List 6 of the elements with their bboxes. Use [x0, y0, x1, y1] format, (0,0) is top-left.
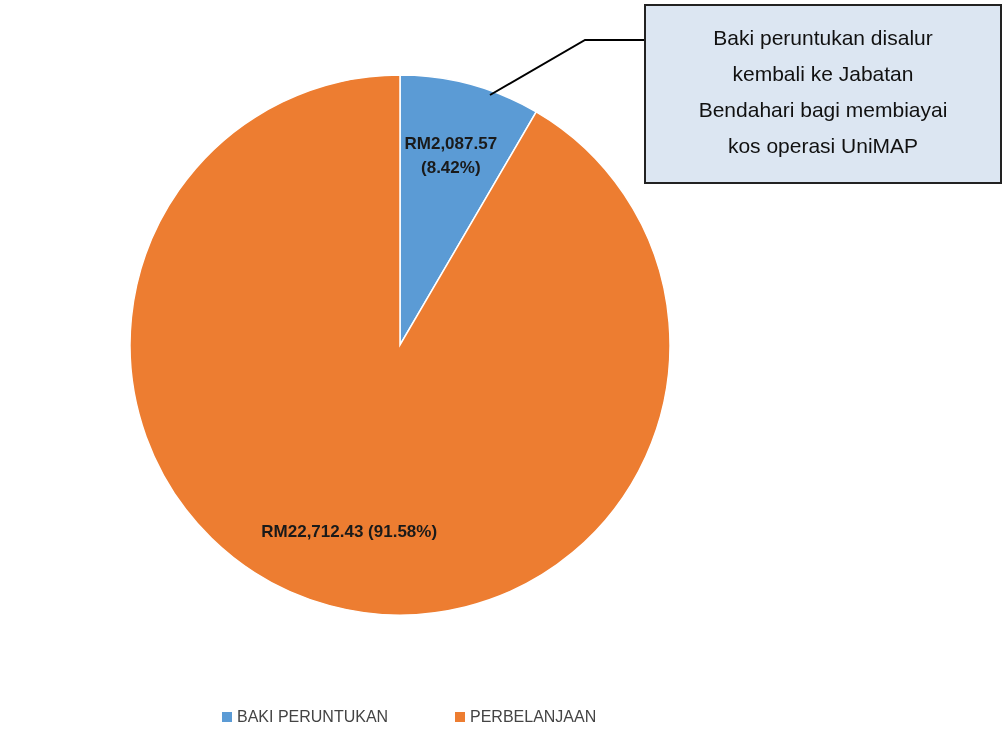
data-label: RM2,087.57 (8.42%) [404, 134, 498, 178]
data-label: RM22,712.43 (91.58%) [261, 522, 438, 542]
text: Baki peruntukan disalur kembali ke Jabatan Bendahari bagi membiayai kos operasi UniMAP [698, 26, 948, 157]
legend-label: BAKI PERUNTUKAN [237, 708, 389, 725]
legend-label: PERBELANJAAN [470, 708, 597, 725]
pie-slice [129, 74, 671, 616]
